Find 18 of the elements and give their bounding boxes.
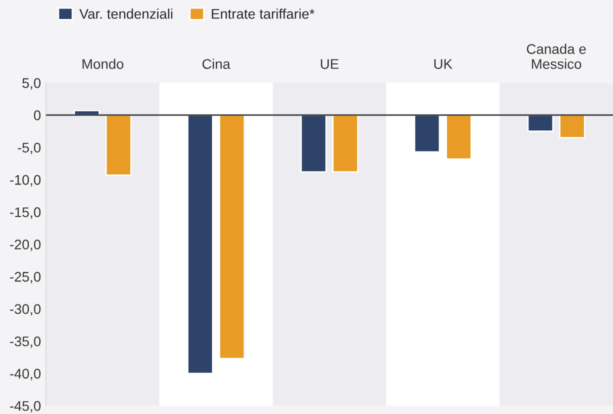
y-tick-label: -30,0: [10, 304, 41, 316]
x-tick-label: Cina: [202, 58, 230, 69]
x-tick-label: Mondo: [82, 58, 124, 69]
y-tick-label: -15,0: [10, 207, 41, 219]
legend-label: Var. tendenziali: [79, 8, 172, 19]
y-tick-label: -20,0: [10, 240, 41, 252]
y-tick-label: -35,0: [10, 336, 41, 348]
y-tick-label: -25,0: [10, 272, 41, 284]
x-tick-label: UK: [434, 59, 452, 69]
x-tick-label: UE: [320, 59, 339, 69]
y-tick-label: 5,0: [22, 78, 41, 90]
y-tick-label: -45,0: [10, 401, 41, 413]
y-tick-label: 0: [34, 110, 41, 120]
y-tick-label: -5,0: [18, 142, 41, 154]
y-tick-label: -40,0: [10, 368, 41, 380]
legend-label: Entrate tariffarie*: [212, 8, 315, 19]
y-tick-label: -10,0: [10, 175, 41, 186]
x-tick-label: Canada e Messico: [526, 44, 586, 69]
